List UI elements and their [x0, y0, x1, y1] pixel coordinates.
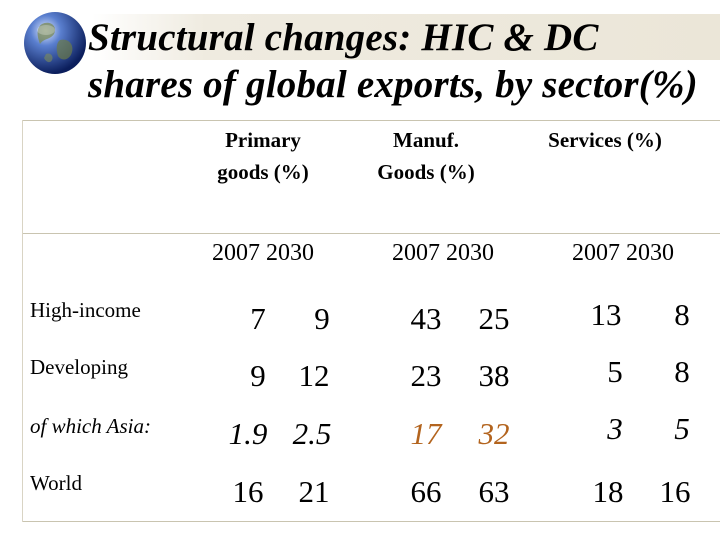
- cell-asia-manuf-2030: 32: [478, 416, 510, 451]
- row-label-asia: of which Asia:: [30, 414, 151, 438]
- header-primary-line1: Primary: [225, 128, 301, 152]
- cell-asia-primary-2030: 2.5: [292, 416, 332, 451]
- header-services: Services (%): [530, 124, 680, 156]
- row-label-developing: Developing: [30, 355, 128, 379]
- cell-developing-services-2007: 5: [607, 354, 623, 389]
- cell-world-services-2030: 16: [659, 474, 691, 509]
- cell-asia-primary-2007: 1.9: [228, 416, 268, 451]
- header-manuf: Manuf. Goods (%): [356, 124, 496, 188]
- table-header-rule: [22, 233, 720, 234]
- cell-asia-services-2007: 3: [607, 411, 623, 446]
- slide-title-line2: shares of global exports, by sector(%): [88, 63, 698, 106]
- table-left-rule: [22, 120, 23, 522]
- cell-high-income-primary-2007: 7: [250, 301, 266, 336]
- globe-icon: [24, 12, 86, 74]
- title-band: [92, 14, 720, 60]
- years-primary: 2007 2030: [212, 240, 314, 266]
- years-services: 2007 2030: [572, 240, 674, 266]
- cell-developing-manuf-2030: 38: [478, 358, 510, 393]
- cell-developing-primary-2030: 12: [298, 358, 330, 393]
- header-manuf-line2: Goods (%): [377, 160, 475, 184]
- cell-developing-primary-2007: 9: [250, 358, 266, 393]
- header-services-line1: Services (%): [548, 128, 662, 152]
- cell-high-income-manuf-2030: 25: [478, 301, 510, 336]
- cell-world-primary-2030: 21: [298, 474, 330, 509]
- cell-high-income-services-2007: 13: [590, 297, 622, 332]
- years-manuf: 2007 2030: [392, 240, 494, 266]
- table-top-rule: [22, 120, 720, 121]
- row-label-high-income: High-income: [30, 298, 141, 322]
- cell-world-manuf-2030: 63: [478, 474, 510, 509]
- header-primary: Primary goods (%): [193, 124, 333, 188]
- cell-asia-services-2030: 5: [674, 411, 690, 446]
- header-primary-line2: goods (%): [217, 160, 309, 184]
- header-manuf-line1: Manuf.: [393, 128, 459, 152]
- row-label-world: World: [30, 471, 82, 495]
- cell-asia-manuf-2007: 17: [410, 416, 442, 451]
- cell-world-manuf-2007: 66: [410, 474, 442, 509]
- slide-title-line1: Structural changes: HIC & DC: [88, 16, 599, 59]
- cell-developing-services-2030: 8: [674, 354, 690, 389]
- table-bottom-rule: [22, 521, 720, 522]
- cell-high-income-primary-2030: 9: [314, 301, 330, 336]
- cell-high-income-services-2030: 8: [674, 297, 690, 332]
- cell-world-services-2007: 18: [592, 474, 624, 509]
- cell-high-income-manuf-2007: 43: [410, 301, 442, 336]
- cell-world-primary-2007: 16: [232, 474, 264, 509]
- cell-developing-manuf-2007: 23: [410, 358, 442, 393]
